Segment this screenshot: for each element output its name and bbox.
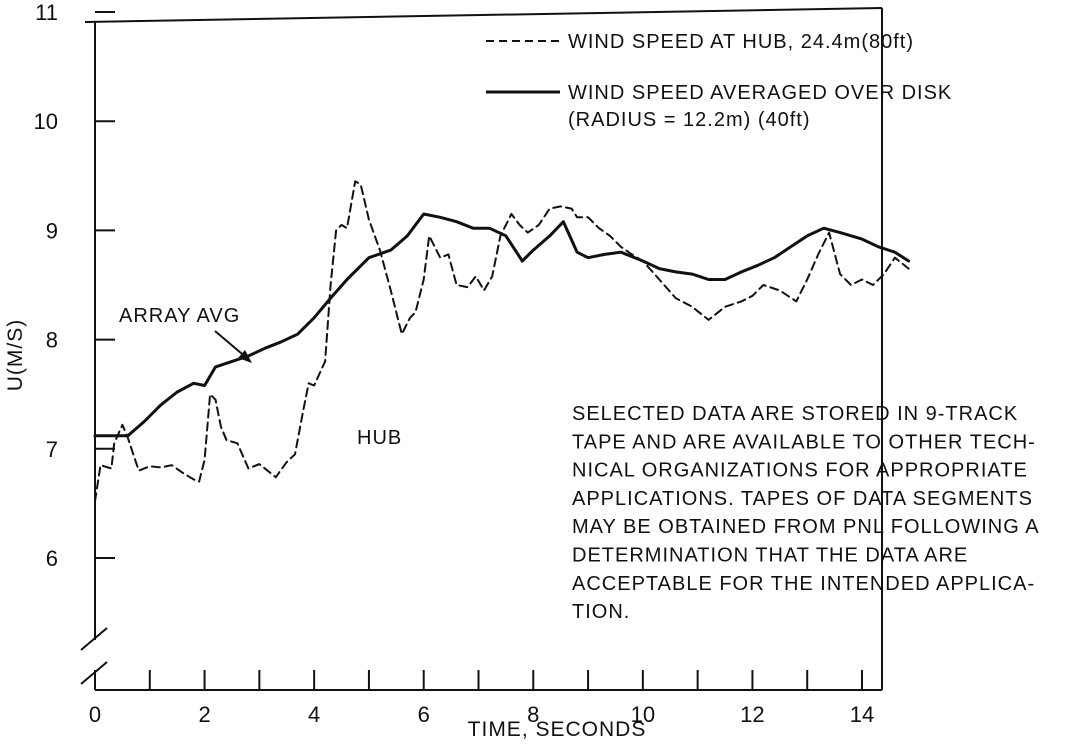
note-line: SELECTED DATA ARE STORED IN 9-TRACK [572, 403, 1018, 425]
x-tick-label: 12 [740, 702, 764, 727]
x-tick-label: 0 [89, 702, 101, 727]
top-border [84, 7, 883, 23]
plot-frame [80, 7, 883, 691]
y-axis-ticks: 6 7 8 9 10 11 [34, 0, 115, 571]
legend-label: WIND SPEED AVERAGED OVER DISK [568, 82, 952, 104]
x-tick-label: 10 [631, 702, 655, 727]
note-line: TION. [572, 601, 630, 623]
x-tick-label: 6 [418, 702, 430, 727]
series-lines [93, 180, 911, 503]
note-line: APPLICATIONS. TAPES OF DATA SEGMENTS [572, 488, 1033, 510]
disk-avg-wind-speed-line [93, 212, 911, 438]
hub-label: HUB [357, 427, 402, 449]
annotations: ARRAY AVG HUB [119, 305, 402, 449]
y-tick-label: 10 [34, 109, 58, 134]
y-tick-label: 11 [35, 0, 58, 25]
legend-label: (RADIUS = 12.2m) (40ft) [568, 109, 811, 131]
x-axis-ticks: 0 2 4 6 8 10 12 14 [89, 670, 874, 727]
note-line: ACCEPTABLE FOR THE INTENDED APPLICA- [572, 573, 1035, 595]
x-tick-label: 4 [308, 702, 320, 727]
axis-break-mark-upper [80, 627, 108, 651]
note-line: TAPE AND ARE AVAILABLE TO OTHER TECH- [572, 431, 1036, 453]
hub-wind-speed-line [94, 180, 910, 503]
array-avg-arrowhead [238, 350, 252, 363]
y-axis-label: U(M/S) [4, 319, 27, 392]
x-tick-label: 8 [527, 702, 539, 727]
y-tick-label: 9 [46, 218, 58, 243]
x-axis-label: TIME, SECONDS [468, 718, 647, 741]
legend: WIND SPEED AT HUB, 24.4m(80ft) WIND SPEED… [486, 31, 952, 131]
x-tick-label: 2 [198, 702, 210, 727]
note-line: MAY BE OBTAINED FROM PNL FOLLOWING A [572, 516, 1040, 538]
x-tick-label: 14 [850, 702, 874, 727]
note-line: NICAL ORGANIZATIONS FOR APPROPRIATE [572, 460, 1028, 482]
legend-label: WIND SPEED AT HUB, 24.4m(80ft) [568, 31, 914, 53]
y-tick-label: 7 [46, 437, 58, 462]
data-note: SELECTED DATA ARE STORED IN 9-TRACK TAPE … [572, 403, 1040, 623]
y-tick-label: 8 [46, 328, 58, 353]
note-line: DETERMINATION THAT THE DATA ARE [572, 545, 968, 567]
array-avg-label: ARRAY AVG [119, 305, 240, 327]
y-tick-label: 6 [46, 546, 58, 571]
